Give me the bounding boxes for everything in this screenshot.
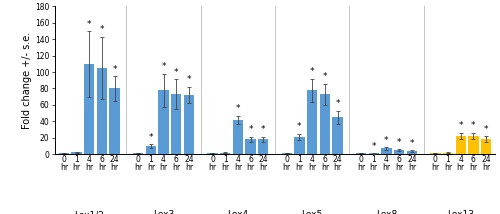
- Bar: [58, 153, 69, 154]
- Bar: [332, 117, 342, 154]
- Bar: [171, 94, 181, 154]
- Text: *: *: [261, 125, 266, 134]
- Text: *: *: [248, 125, 253, 134]
- Text: *: *: [297, 122, 302, 131]
- Bar: [158, 90, 169, 154]
- Text: *: *: [336, 99, 340, 108]
- Text: *: *: [174, 68, 178, 77]
- Bar: [481, 139, 492, 154]
- Text: *: *: [186, 75, 191, 84]
- Bar: [468, 136, 478, 154]
- Bar: [96, 68, 107, 154]
- Bar: [381, 148, 392, 154]
- Text: *: *: [236, 104, 240, 113]
- Text: *: *: [384, 136, 388, 145]
- Bar: [320, 94, 330, 154]
- Text: *: *: [458, 121, 463, 130]
- Text: *: *: [310, 67, 314, 76]
- Bar: [232, 120, 243, 154]
- Text: *: *: [471, 121, 476, 130]
- Bar: [72, 152, 82, 154]
- Bar: [368, 153, 379, 154]
- Text: Lox13: Lox13: [447, 210, 474, 214]
- Bar: [294, 137, 304, 154]
- Text: *: *: [484, 125, 488, 134]
- Bar: [282, 153, 292, 154]
- Text: *: *: [322, 72, 327, 81]
- Text: Lox3: Lox3: [153, 210, 174, 214]
- Bar: [208, 153, 218, 154]
- Text: Lox5: Lox5: [302, 210, 323, 214]
- Text: *: *: [112, 65, 117, 74]
- Bar: [146, 146, 156, 154]
- Bar: [406, 151, 417, 154]
- Bar: [307, 90, 318, 154]
- Bar: [246, 139, 256, 154]
- Bar: [133, 153, 143, 154]
- Bar: [394, 150, 404, 154]
- Bar: [356, 153, 366, 154]
- Text: *: *: [148, 133, 153, 142]
- Bar: [456, 136, 466, 154]
- Y-axis label: Fold change +/- s.e.: Fold change +/- s.e.: [22, 32, 32, 129]
- Text: *: *: [100, 25, 104, 34]
- Text: *: *: [410, 138, 414, 147]
- Bar: [220, 153, 230, 154]
- Bar: [84, 64, 94, 154]
- Bar: [430, 153, 440, 154]
- Text: *: *: [162, 62, 166, 71]
- Bar: [443, 153, 454, 154]
- Text: Lox1/2: Lox1/2: [74, 210, 104, 214]
- Text: Lox4: Lox4: [228, 210, 248, 214]
- Text: *: *: [87, 19, 92, 29]
- Bar: [184, 95, 194, 154]
- Text: Lox8: Lox8: [376, 210, 397, 214]
- Bar: [258, 139, 268, 154]
- Text: *: *: [372, 141, 376, 151]
- Bar: [110, 88, 120, 154]
- Text: *: *: [397, 138, 402, 147]
